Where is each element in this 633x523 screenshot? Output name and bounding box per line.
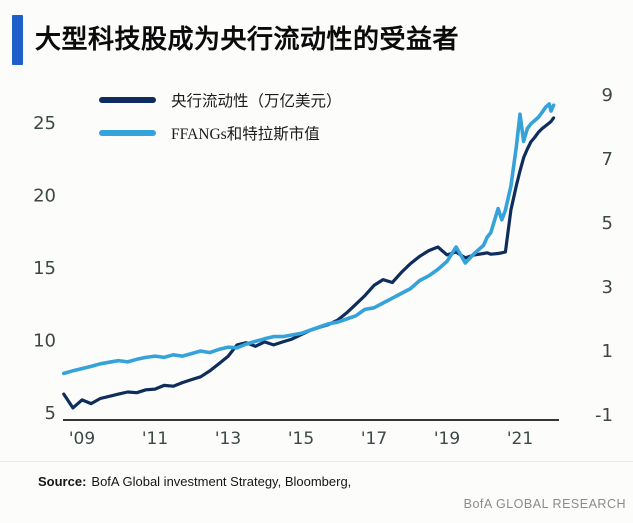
page-title: 大型科技股成为央行流动性的受益者: [35, 25, 460, 54]
legend-line-swatch-dark: [99, 97, 156, 103]
left-axis-tick-label: 5: [45, 403, 56, 424]
legend-item-ffangs-tesla: FFANGs和特拉斯市值: [99, 121, 342, 145]
x-axis-tick-label: '11: [142, 429, 168, 449]
right-axis-tick-label: -1: [595, 405, 613, 426]
legend-line-swatch-light: [99, 130, 156, 136]
series-line-0: [62, 116, 556, 410]
legend-item-central-bank-liquidity: 央行流动性（万亿美元）: [99, 88, 342, 112]
right-axis-tick-label: 1: [602, 341, 613, 362]
brand-watermark: BofA GLOBAL RESEARCH: [463, 497, 626, 511]
source-line: Source: BofA Global investment Strategy, …: [38, 474, 351, 489]
left-axis-tick-label: 10: [33, 331, 56, 352]
left-axis-tick-label: 25: [33, 113, 56, 134]
left-axis-tick-label: 15: [33, 258, 56, 279]
x-axis-tick-label: '09: [69, 429, 95, 449]
x-axis-tick-label: '13: [215, 429, 241, 449]
source-text: BofA Global investment Strategy, Bloombe…: [91, 474, 352, 489]
x-axis-tick-label: '15: [288, 429, 314, 449]
series-line-1: [61, 102, 556, 376]
legend-label: 央行流动性（万亿美元）: [171, 93, 342, 110]
x-axis-tick-label: '19: [434, 429, 460, 449]
left-axis-tick-label: 20: [33, 186, 56, 207]
x-axis-tick-label: '21: [507, 429, 533, 449]
source-label: Source:: [38, 474, 87, 489]
chart-header: 大型科技股成为央行流动性的受益者: [12, 15, 459, 65]
x-axis-tick-label: '17: [361, 429, 387, 449]
footer-divider: [0, 461, 633, 462]
right-axis-tick-label: 3: [602, 277, 613, 298]
right-axis-tick-label: 7: [602, 149, 613, 170]
right-axis-tick-label: 5: [602, 213, 613, 234]
legend-label: FFANGs和特拉斯市值: [171, 126, 320, 143]
right-axis-tick-label: 9: [602, 85, 613, 106]
chart-legend: 央行流动性（万亿美元） FFANGs和特拉斯市值: [99, 88, 342, 154]
title-accent-bar: [12, 15, 23, 65]
